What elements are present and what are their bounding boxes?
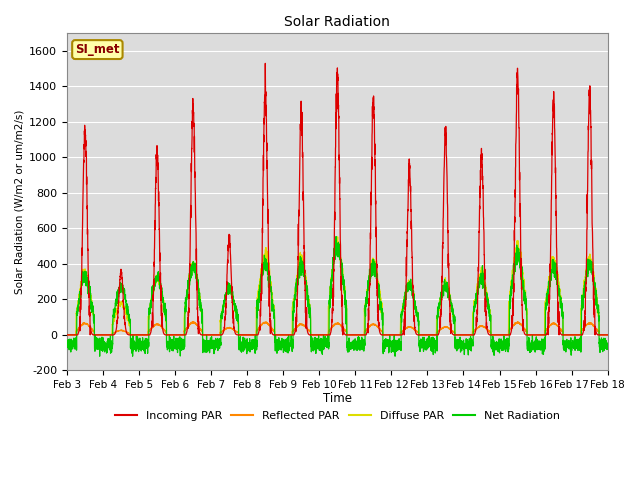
Text: SI_met: SI_met — [75, 43, 120, 56]
Y-axis label: Solar Radiation (W/m2 or um/m2/s): Solar Radiation (W/m2 or um/m2/s) — [15, 109, 25, 294]
Legend: Incoming PAR, Reflected PAR, Diffuse PAR, Net Radiation: Incoming PAR, Reflected PAR, Diffuse PAR… — [110, 407, 564, 426]
X-axis label: Time: Time — [323, 392, 352, 405]
Title: Solar Radiation: Solar Radiation — [284, 15, 390, 29]
